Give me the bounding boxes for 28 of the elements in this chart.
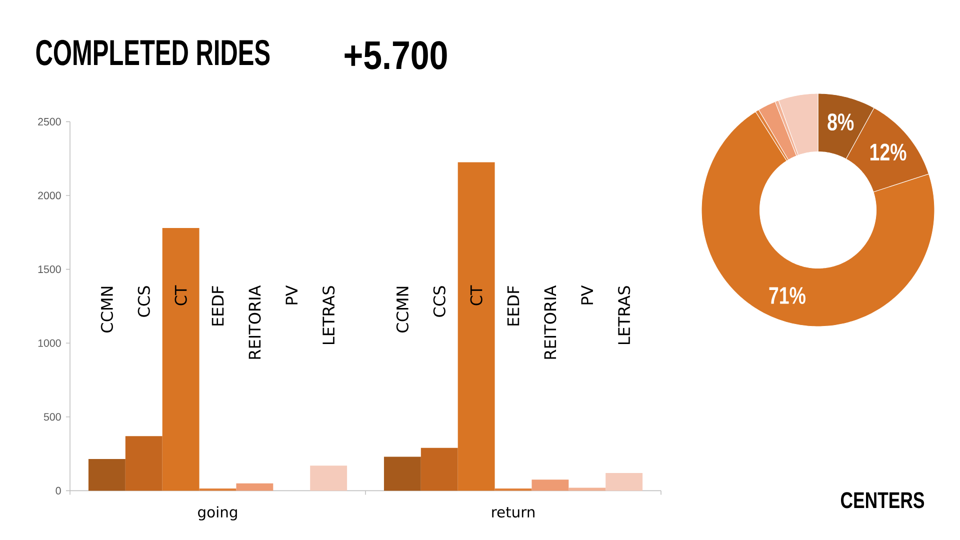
x-tick-label: EEDF	[212, 286, 224, 326]
x-tick-label: LETRAS	[322, 286, 335, 344]
x-tick-label: PV	[581, 285, 593, 304]
y-tick-label: 2000	[38, 192, 61, 200]
x-tick-label: PV	[286, 285, 298, 304]
chart-title: COMPLETED RIDES	[36, 40, 270, 66]
x-tick-label: CT	[174, 285, 187, 306]
x-tick-label: LETRAS	[618, 286, 630, 344]
x-tick-label: CCS	[138, 286, 150, 317]
x-tick-label: CCS	[433, 286, 446, 317]
y-tick-label: 1000	[38, 339, 61, 347]
text: CENTERS	[840, 492, 924, 508]
x-tick-label: EEDF	[507, 286, 520, 326]
text: going	[198, 506, 237, 520]
data-label: 12%	[870, 144, 906, 161]
y-tick-label: 500	[44, 413, 61, 421]
x-tick-label: CT	[470, 285, 482, 306]
x-tick-label: REITORIA	[248, 285, 261, 359]
x-tick-label: REITORIA	[544, 285, 556, 359]
x-tick-label: CCMN	[100, 286, 113, 332]
data-label: 8%	[828, 113, 854, 130]
y-tick-label: 2500	[38, 118, 61, 126]
chart-subtitle: +5.700	[344, 41, 447, 70]
data-label: 71%	[769, 287, 806, 304]
x-tick-label: CCMN	[396, 286, 408, 332]
text: return	[492, 507, 534, 518]
y-tick-label: 0	[56, 486, 61, 494]
y-tick-label: 1500	[38, 266, 61, 274]
